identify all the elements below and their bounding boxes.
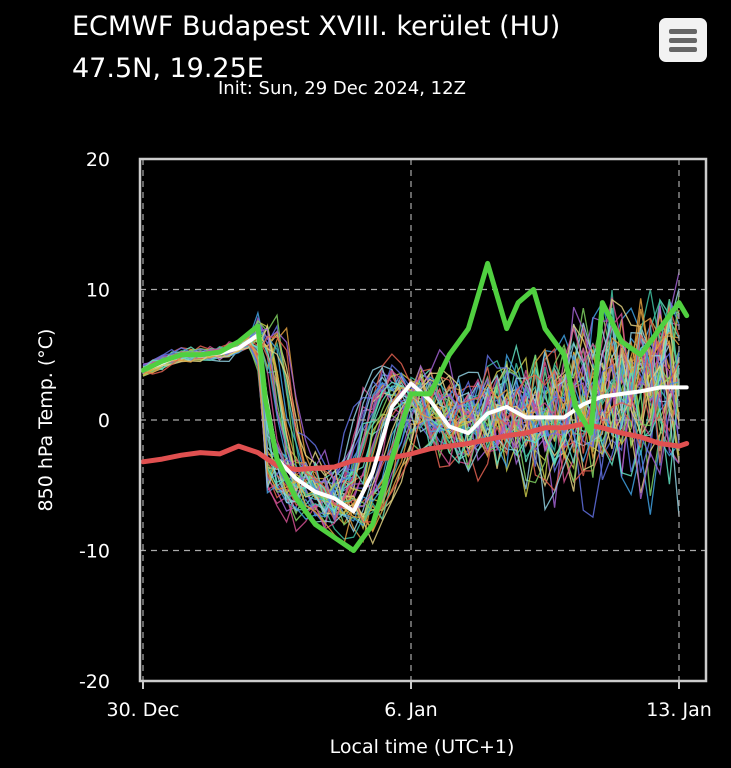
init-time: Init: Sun, 29 Dec 2024, 12Z <box>218 78 466 99</box>
title-location: ECMWF Budapest XVIII. kerület (HU) <box>72 11 561 42</box>
y-tick-label: 10 <box>86 280 110 302</box>
x-axis: 30. Dec 6. Jan 13. Jan <box>106 681 712 721</box>
series-line-climate <box>140 421 690 473</box>
plot-frame <box>138 157 708 683</box>
y-tick-label: 20 <box>86 149 110 171</box>
series-line-control <box>140 260 690 553</box>
x-tick-label: 6. Jan <box>384 699 437 721</box>
chart-title: ECMWF Budapest XVIII. kerület (HU) 47.5N… <box>72 6 560 90</box>
hamburger-icon-bar <box>669 38 697 43</box>
main-series <box>140 260 690 553</box>
title-coordinates: 47.5N, 19.25E <box>72 53 264 84</box>
series-line-ensemble-mean <box>141 333 689 514</box>
hamburger-icon <box>669 29 697 34</box>
y-tick-label: -20 <box>79 671 110 693</box>
y-axis: 20 10 0 -10 -20 <box>79 149 110 693</box>
y-tick-label: -10 <box>79 541 110 563</box>
x-axis-label: Local time (UTC+1) <box>330 736 515 758</box>
x-tick-label: 30. Dec <box>106 699 179 721</box>
y-tick-label: 0 <box>98 410 110 432</box>
hamburger-icon-bar <box>669 47 697 52</box>
ensemble-member-line <box>142 329 680 546</box>
y-axis-label: 850 hPa Temp. (°C) <box>35 329 57 512</box>
x-tick-label: 13. Jan <box>646 699 712 721</box>
grid-lines <box>140 159 706 681</box>
hamburger-menu-button[interactable] <box>659 18 707 62</box>
